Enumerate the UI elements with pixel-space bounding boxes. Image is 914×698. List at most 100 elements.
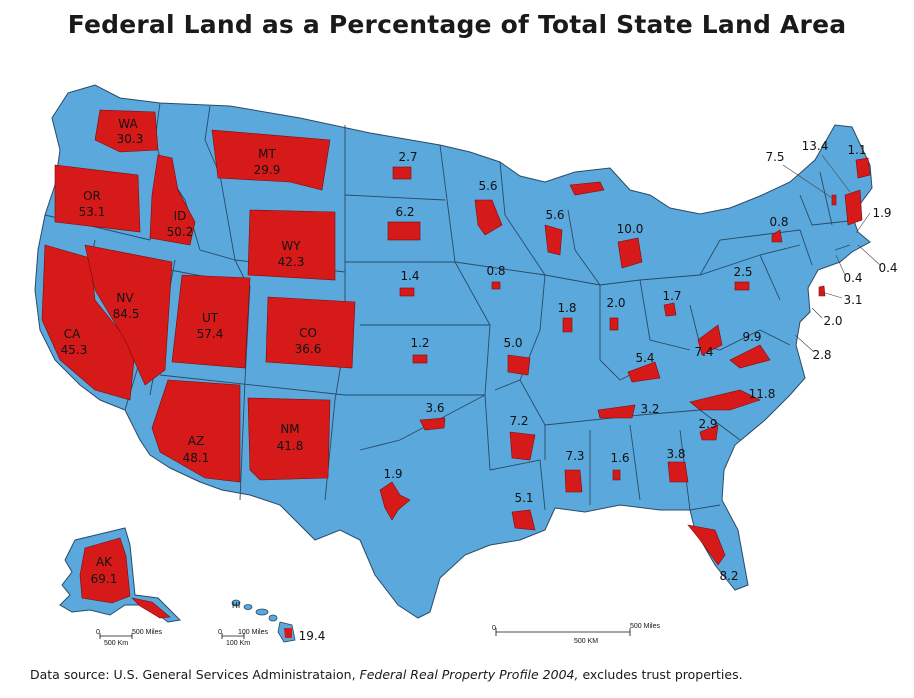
label-hi-abbr: HI xyxy=(232,601,240,610)
ak-zero: 0 xyxy=(96,629,100,636)
fed-ms xyxy=(564,469,583,493)
fed-co xyxy=(265,296,356,369)
value-oh: 1.7 xyxy=(662,289,681,303)
label-id-abbr: ID xyxy=(174,209,187,223)
value-ks: 1.2 xyxy=(410,336,429,350)
fed-mi xyxy=(617,237,643,269)
value-mn: 5.6 xyxy=(478,179,497,193)
mainland-us xyxy=(34,84,873,619)
fed-nd xyxy=(392,166,412,180)
fed-nc xyxy=(689,389,761,411)
fed-in xyxy=(609,317,619,331)
fed-or xyxy=(54,164,141,233)
label-wa-abbr: WA xyxy=(118,117,138,131)
label-or-value: 53.1 xyxy=(79,205,106,219)
value-pa: 2.5 xyxy=(733,265,752,279)
value-ar: 7.2 xyxy=(509,414,528,428)
value-de: 2.0 xyxy=(823,314,842,328)
fed-il xyxy=(562,317,573,333)
value-ma: 1.9 xyxy=(872,206,891,220)
fed-ny xyxy=(771,229,783,243)
fed-wa xyxy=(94,109,159,153)
label-az-abbr: AZ xyxy=(188,434,204,448)
fed-wv xyxy=(697,324,723,356)
value-nh: 13.4 xyxy=(802,139,829,153)
value-sc: 2.9 xyxy=(698,417,717,431)
value-la: 5.1 xyxy=(514,491,533,505)
value-nd: 2.7 xyxy=(398,150,417,164)
value-il: 1.8 xyxy=(557,301,576,315)
scale-labels: 0 500 Miles 500 Km 0 100 Miles 100 Km 0 … xyxy=(96,623,660,647)
fed-wy xyxy=(247,209,336,281)
label-or-abbr: OR xyxy=(83,189,101,203)
source-suffix: excludes trust properties. xyxy=(582,667,743,682)
value-ny: 0.8 xyxy=(769,215,788,229)
value-vt: 7.5 xyxy=(765,150,784,164)
fed-tx xyxy=(379,481,411,521)
label-ut-value: 57.4 xyxy=(197,327,224,341)
fed-nh xyxy=(844,189,863,226)
value-md: 2.8 xyxy=(812,348,831,362)
label-ak-abbr: AK xyxy=(96,555,113,569)
value-mo: 5.0 xyxy=(503,336,522,350)
fed-nv xyxy=(84,244,173,386)
fed-id xyxy=(149,154,196,246)
label-ut-abbr: UT xyxy=(202,311,219,325)
value-ms: 7.3 xyxy=(565,449,584,463)
value-wv: 7.4 xyxy=(694,345,713,359)
fed-fl xyxy=(687,524,726,566)
source-publication: Federal Real Property Profile 2004, xyxy=(359,667,579,682)
fed-ut xyxy=(171,274,251,369)
value-tn: 3.2 xyxy=(640,402,659,416)
label-wy-value: 42.3 xyxy=(278,255,305,269)
state-values: 2.7 6.2 1.4 1.2 3.6 1.9 5.6 5.6 0.8 5.0 … xyxy=(299,139,898,643)
fed-ok xyxy=(419,417,446,431)
label-nm-abbr: NM xyxy=(280,422,299,436)
hi-miles: 100 Miles xyxy=(238,629,268,636)
source-note: Data source: U.S. General Services Admin… xyxy=(30,667,900,682)
fed-ia xyxy=(491,281,501,290)
fed-mo xyxy=(507,354,531,376)
value-ky: 5.4 xyxy=(635,351,654,365)
fed-ky xyxy=(627,361,661,383)
value-nj: 3.1 xyxy=(843,293,862,307)
label-id-value: 50.2 xyxy=(167,225,194,239)
value-nc: 11.8 xyxy=(749,387,776,401)
label-nv-value: 84.5 xyxy=(113,307,140,321)
source-prefix: Data source: U.S. General Services Admin… xyxy=(30,667,356,682)
label-ak-value: 69.1 xyxy=(91,572,118,586)
label-mt-abbr: MT xyxy=(258,147,276,161)
value-sd: 6.2 xyxy=(395,205,414,219)
fed-me xyxy=(855,157,871,179)
label-nv-abbr: NV xyxy=(116,291,134,305)
fed-wi xyxy=(544,224,563,256)
fed-ga xyxy=(667,461,689,483)
fed-az xyxy=(151,379,241,483)
value-tx: 1.9 xyxy=(383,467,402,481)
fed-nj xyxy=(818,285,826,297)
hi-km: 100 Km xyxy=(226,640,250,647)
fed-tn xyxy=(597,404,636,419)
label-wy-abbr: WY xyxy=(281,239,301,253)
value-me: 1.1 xyxy=(847,143,866,157)
leader-lines xyxy=(782,154,881,353)
hawaii-islands xyxy=(231,599,296,643)
federal-land-hi xyxy=(284,628,292,638)
value-ia: 0.8 xyxy=(486,264,505,278)
label-co-abbr: CO xyxy=(299,326,317,340)
value-wi: 5.6 xyxy=(545,208,564,222)
fed-ks xyxy=(412,354,428,364)
label-co-value: 36.6 xyxy=(295,342,322,356)
label-mt-value: 29.9 xyxy=(254,163,281,177)
main-miles: 500 Miles xyxy=(630,623,660,630)
label-nm-value: 41.8 xyxy=(277,439,304,453)
value-al: 1.6 xyxy=(610,451,629,465)
value-hi: 19.4 xyxy=(299,629,326,643)
value-in: 2.0 xyxy=(606,296,625,310)
fed-mi-up xyxy=(569,181,605,196)
main-km: 500 KM xyxy=(574,638,598,645)
value-ne: 1.4 xyxy=(400,269,419,283)
fed-mt xyxy=(211,129,331,191)
fed-pa xyxy=(734,281,750,291)
